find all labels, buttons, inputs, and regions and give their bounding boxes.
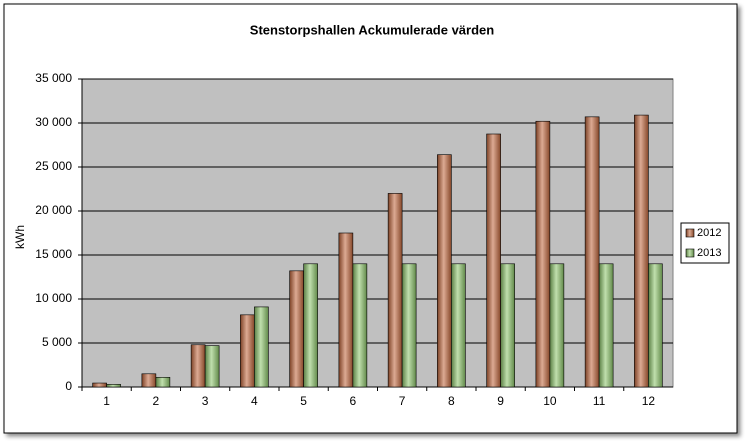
plot-area bbox=[81, 78, 674, 388]
x-tick-label: 7 bbox=[399, 394, 406, 408]
legend-label: 2013 bbox=[697, 247, 721, 259]
y-tick-label: 0 bbox=[65, 379, 72, 393]
x-tick-label: 5 bbox=[300, 394, 307, 408]
bar bbox=[106, 384, 121, 388]
bar bbox=[401, 263, 417, 388]
chart-title: Stenstorpshallen Ackumulerade värden bbox=[250, 22, 494, 37]
y-tick-label: 35 000 bbox=[35, 71, 72, 85]
legend-label: 2012 bbox=[697, 227, 721, 239]
x-tick-label: 3 bbox=[202, 394, 209, 408]
bar bbox=[451, 263, 466, 388]
bar bbox=[584, 116, 600, 388]
y-tick-label: 5 000 bbox=[42, 335, 72, 349]
y-tick-label: 10 000 bbox=[35, 291, 72, 305]
bar bbox=[598, 263, 614, 388]
bar bbox=[486, 133, 501, 388]
x-tick-label: 9 bbox=[497, 394, 504, 408]
bar bbox=[289, 270, 304, 388]
bar bbox=[437, 154, 452, 388]
y-tick-label: 20 000 bbox=[35, 203, 72, 217]
x-tick-label: 1 bbox=[103, 394, 110, 408]
bar bbox=[352, 263, 368, 388]
x-tick-label: 11 bbox=[593, 394, 606, 408]
x-tick-label: 12 bbox=[642, 394, 656, 408]
x-tick-label: 6 bbox=[350, 394, 357, 408]
bar bbox=[303, 263, 318, 388]
y-tick-label: 15 000 bbox=[35, 247, 72, 261]
bar bbox=[634, 114, 649, 388]
bar bbox=[500, 263, 515, 388]
y-tick-label: 25 000 bbox=[35, 159, 72, 173]
bar bbox=[204, 345, 220, 388]
bar bbox=[240, 314, 255, 388]
bar bbox=[549, 263, 565, 388]
legend-swatch bbox=[685, 228, 695, 238]
bar bbox=[254, 306, 269, 388]
bar bbox=[535, 120, 551, 388]
x-tick-label: 8 bbox=[448, 394, 455, 408]
y-axis-label: kWh bbox=[13, 225, 27, 249]
bar bbox=[141, 373, 157, 388]
bar bbox=[190, 344, 206, 388]
bar bbox=[387, 193, 403, 388]
bar bbox=[648, 263, 663, 388]
x-tick-label: 2 bbox=[153, 394, 160, 408]
y-tick-label: 30 000 bbox=[35, 115, 72, 129]
legend-swatch bbox=[685, 248, 695, 258]
bar bbox=[92, 382, 107, 388]
bar bbox=[155, 377, 171, 388]
x-tick-label: 4 bbox=[251, 394, 258, 408]
bar bbox=[338, 232, 354, 388]
x-tick-label: 10 bbox=[543, 394, 557, 408]
